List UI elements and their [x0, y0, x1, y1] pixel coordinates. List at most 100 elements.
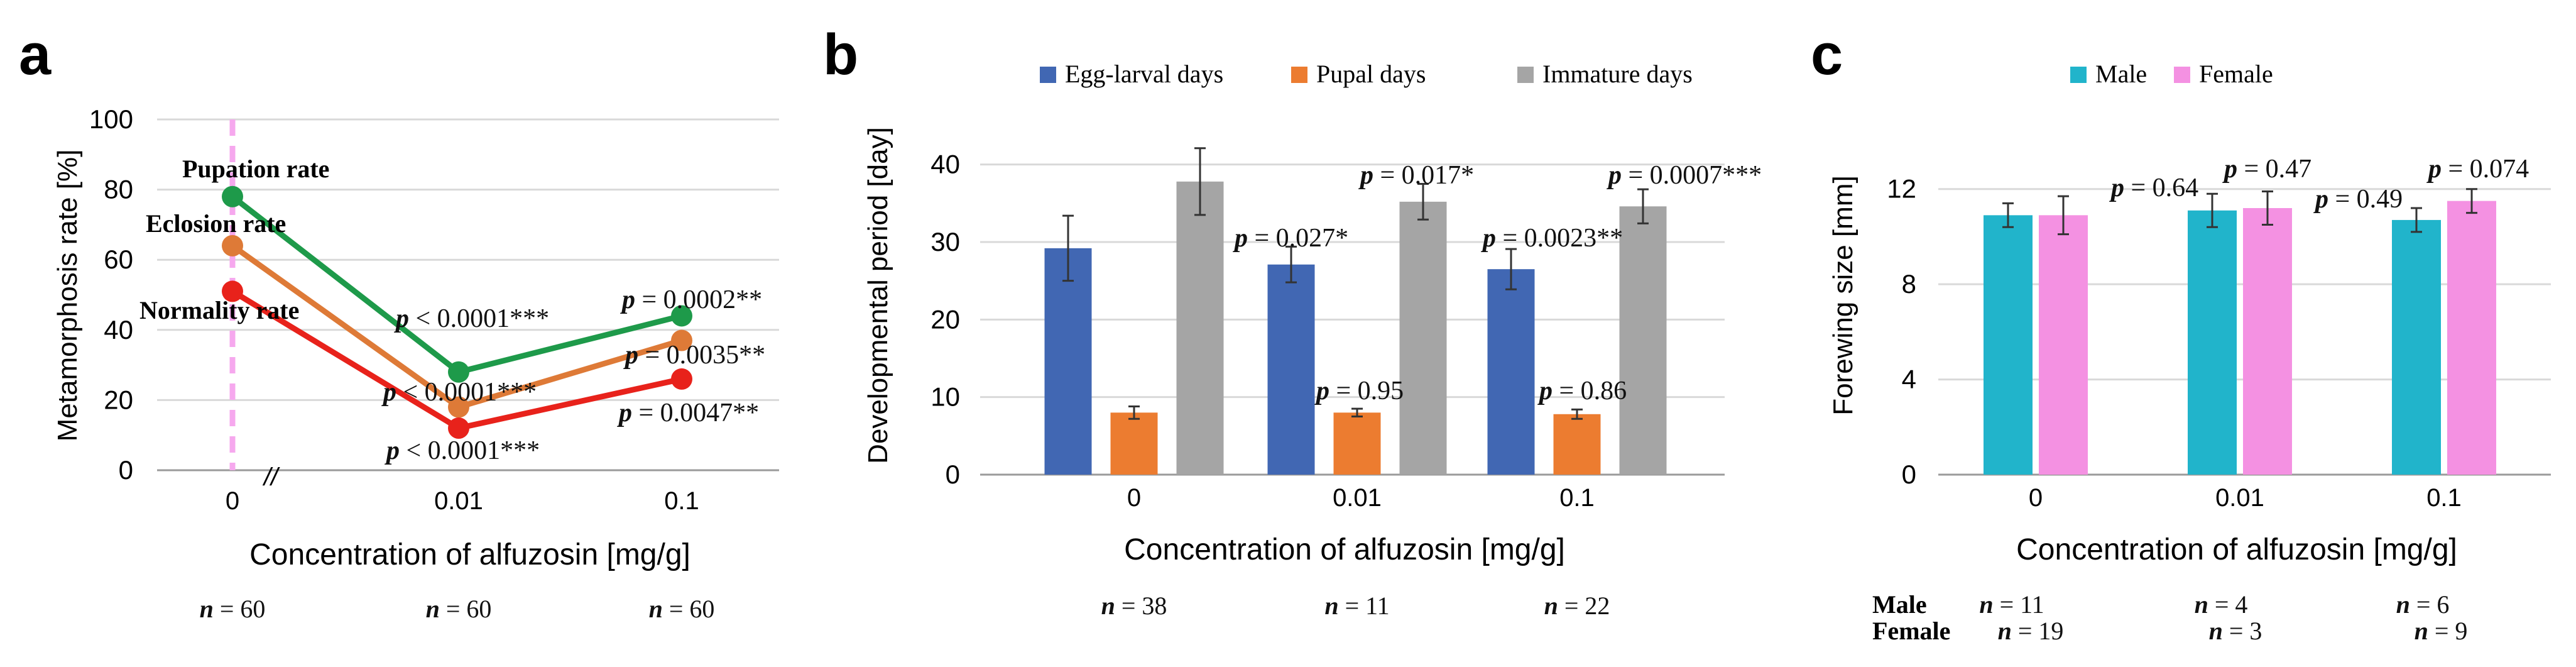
panel-a-ytick-label: 40	[104, 315, 133, 345]
panel-a-pvalue-rest: < 0.0001***	[400, 436, 540, 465]
panel-a-point	[222, 234, 243, 256]
panel-c-n-label-rest: = 4	[2208, 590, 2248, 619]
panel-b-legend-swatch	[1291, 67, 1307, 83]
panel-c-pvalue-var: p	[2313, 185, 2328, 214]
panel-b-pvalue: p = 0.027*	[1233, 224, 1348, 253]
panel-c-n-label: n = 6	[2396, 590, 2450, 619]
panel-b-pvalue-var: p	[1537, 377, 1553, 405]
panel-b-n-label: n = 11	[1324, 592, 1389, 620]
panel-c-pvalue: p = 0.64	[2109, 174, 2198, 202]
panel-a-n-label-rest: = 60	[440, 595, 492, 623]
panel-c-xtick-label: 0	[2029, 484, 2043, 512]
panel-c-pvalue-var: p	[2222, 155, 2237, 184]
panel-a-ytick-label: 0	[119, 455, 133, 485]
panel-a-n-label-var: n	[426, 595, 440, 623]
panel-c-pvalue-var: p	[2426, 155, 2442, 184]
panel-b-ytick-label: 0	[946, 460, 960, 489]
panel-a-pvalue: p < 0.0001***	[381, 378, 537, 407]
panel-a-xtick-label: 0	[226, 487, 239, 515]
panel-c-pvalue: p = 0.47	[2222, 155, 2311, 184]
panel-a-series-labels: Pupation rate Eclosion rate Normality rate	[139, 155, 329, 324]
panel-c-legend-swatch	[2174, 67, 2190, 83]
panel-c-n-row-label: Female	[1872, 617, 1950, 645]
panel-a-pvalue: p = 0.0047**	[617, 399, 759, 427]
panel-b-pvalues: p = 0.027* p = 0.0023**p = 0.95 p = 0.86p …	[1233, 161, 1762, 405]
panel-b-n-label-rest: = 22	[1558, 592, 1610, 620]
panel-b-pvalue: p = 0.017*	[1358, 161, 1474, 190]
panel-b-bar	[1110, 412, 1158, 475]
panel-a-pvalue: p < 0.0001***	[394, 304, 549, 333]
panel-b-legend-label: Egg-larval days	[1065, 60, 1223, 88]
panel-a-pvalue-var: p	[617, 399, 632, 427]
panel-b-pvalue-var: p	[1607, 161, 1622, 190]
panel-a-series-label: Eclosion rate	[146, 209, 286, 238]
panel-c-ytick-label: 8	[1902, 269, 1916, 299]
panel-b-ytick-labels: 0 10 20 30 40	[931, 150, 960, 489]
panel-c-n-label-var: n	[1998, 617, 2012, 645]
panel-a-point	[222, 280, 243, 302]
panel-b-pvalue-rest: = 0.017*	[1373, 161, 1474, 190]
panel-a-point	[671, 368, 692, 390]
panel-a-n-label-rest: = 60	[663, 595, 715, 623]
panel-b-bar	[1333, 412, 1381, 475]
panel-b-legend-swatch	[1040, 67, 1056, 83]
panel-c-ylabel: Forewing size [mm]	[1828, 175, 1858, 415]
panel-a-ytick-label: 20	[104, 385, 133, 414]
panel-b-ytick-label: 30	[931, 227, 960, 256]
panel-a-ytick-label: 60	[104, 245, 133, 274]
panel-b-pvalue-var: p	[1233, 224, 1248, 253]
panel-b: b Developmental period [day] Egg-larval …	[823, 23, 1762, 620]
panel-a-letter: a	[19, 23, 52, 87]
panel-b-n-labels: n = 38 n = 11 n = 22	[1101, 592, 1610, 620]
panel-a-point	[671, 329, 692, 351]
panel-c-xlabel: Concentration of alfuzosin [mg/g]	[2016, 533, 2457, 566]
panel-a-pvalue-var: p	[385, 436, 400, 465]
panel-b-legend: Egg-larval days Pupal days Immature days	[1040, 60, 1693, 88]
panel-b-bars	[1044, 147, 1667, 475]
panel-a-xtick-label: 0.1	[664, 487, 699, 515]
panel-b-xtick-label: 0.01	[1333, 484, 1382, 512]
panel-a-pvalue-rest: < 0.0001***	[409, 304, 549, 333]
panel-c-n-label-rest: = 6	[2410, 590, 2450, 619]
panel-c-bar	[1984, 215, 2033, 475]
panel-b-bar	[1399, 201, 1447, 475]
panel-c-legend-swatch	[2070, 67, 2087, 83]
panel-b-pvalue-rest: = 0.0023**	[1496, 224, 1623, 253]
panel-b-pvalue-rest: = 0.86	[1553, 377, 1627, 405]
panel-c-n-label-rest: = 9	[2428, 617, 2468, 645]
panel-a-ylabel: Metamorphosis rate [%]	[52, 150, 83, 442]
panel-c-n-label: n = 11	[1979, 590, 2044, 619]
panel-a-n-label-var: n	[649, 595, 663, 623]
panel-a-pvalue-rest: < 0.0001***	[396, 378, 537, 407]
panel-a-point	[448, 417, 469, 439]
panel-b-ylabel: Developmental period [day]	[863, 127, 893, 464]
panel-a-pvalue-rest: = 0.0047**	[632, 399, 759, 427]
panel-a-point	[448, 396, 469, 418]
panel-c-n-label-rest: = 19	[2012, 617, 2064, 645]
panel-c-bar	[2392, 219, 2441, 475]
panel-c-xtick-label: 0.01	[2215, 484, 2264, 512]
panel-a-point	[671, 305, 692, 327]
panel-b-pvalue-var: p	[1314, 377, 1329, 405]
panel-b-legend-swatch	[1517, 67, 1534, 83]
panel-b-pvalue-var: p	[1358, 161, 1373, 190]
panel-a-n-label: n = 60	[649, 595, 715, 623]
panel-b-pvalue: p = 0.95	[1314, 377, 1404, 405]
panel-c-xtick-label: 0.1	[2426, 484, 2462, 512]
panel-c-pvalue-rest: = 0.64	[2124, 174, 2198, 202]
panel-c-legend: Male Female	[2070, 60, 2273, 88]
panel-a-pvalue-var: p	[623, 341, 638, 370]
panel-c-n-label: n = 19	[1998, 617, 2064, 645]
panel-c-n-label-var: n	[1979, 590, 1993, 619]
panel-c-bar	[2243, 208, 2292, 475]
panel-b-pvalue: p = 0.0023**	[1481, 224, 1623, 253]
panel-a-ytick-labels: 0 20 40 60 80 100	[89, 104, 133, 485]
panel-b-pvalue-var: p	[1481, 224, 1496, 253]
panel-c-ytick-label: 0	[1902, 460, 1916, 489]
panel-a-ytick-label: 80	[104, 175, 133, 204]
panel-b-bar	[1619, 206, 1667, 475]
panel-a-n-label-rest: = 60	[214, 595, 266, 623]
panel-a-xtick-labels: 0 0.01 0.1	[226, 487, 699, 515]
panel-b-xlabel: Concentration of alfuzosin [mg/g]	[1124, 533, 1565, 566]
